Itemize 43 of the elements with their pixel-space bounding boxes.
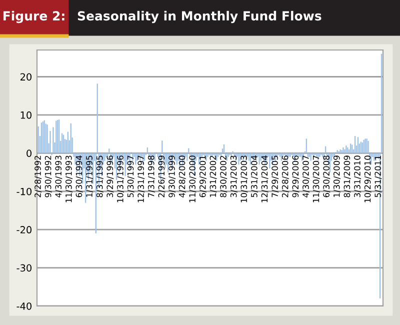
- y-tick-label: -40: [16, 302, 32, 310]
- y-tick-label: -10: [16, 188, 32, 196]
- x-tick-label: 8/31/2009: [344, 156, 351, 198]
- x-tick-label: 1/30/2009: [333, 156, 340, 197]
- x-tick-label: 1/31/1995: [86, 156, 94, 197]
- x-tick-label: 9/30/1999: [168, 156, 176, 198]
- y-tick-label: -30: [16, 264, 32, 272]
- x-tick-label: 6/30/1994: [76, 156, 83, 198]
- x-tick-label: 5/31/2011: [374, 156, 382, 198]
- x-tick-label: 6/30/2008: [323, 156, 330, 198]
- x-tick-label: 5/31/2004: [251, 156, 258, 198]
- x-tick-label: 3/31/2003: [230, 156, 238, 198]
- x-tick-label: 4/30/1993: [55, 156, 62, 198]
- x-tick-label: 10/31/1996: [117, 156, 124, 202]
- x-tick-label: 4/28/2000: [178, 156, 186, 198]
- x-tick-label: 8/30/2002: [220, 156, 228, 198]
- y-tick-label: 20: [20, 73, 32, 81]
- x-tick-label: 3/31/2010: [354, 156, 362, 198]
- y-tick-label: 10: [20, 111, 32, 119]
- x-tick-label: 3/29/1996: [106, 156, 114, 198]
- x-tick-label: 5/30/1997: [127, 156, 134, 198]
- caption: Figure 2:: [3, 10, 64, 24]
- x-tick-label: 11/30/1993: [66, 156, 72, 202]
- y-tick-label: 0: [26, 150, 32, 157]
- x-tick-label: 10/31/2003: [240, 156, 248, 202]
- x-tick-label: 11/30/2007: [312, 156, 320, 202]
- x-tick-label: 2/26/1999: [158, 156, 166, 198]
- x-tick-label: 12/31/2004: [261, 156, 268, 202]
- x-tick-label: 6/29/2001: [199, 156, 206, 198]
- y-tick-label: -20: [16, 226, 32, 234]
- x-tick-label: 9/29/2006: [292, 156, 300, 198]
- x-tick-label: 8/31/1995: [96, 156, 104, 198]
- x-tick-label: 11/30/2000: [189, 156, 196, 202]
- x-tick-label: 1/31/2002: [210, 156, 217, 197]
- x-tick-label: 10/29/2010: [364, 156, 372, 202]
- x-tick-label: 2/28/1992: [34, 156, 42, 198]
- x-tick-label: 9/30/1992: [44, 156, 52, 198]
- x-tick-label: 4/30/2007: [302, 156, 310, 198]
- x-tick-label: 12/31/1997: [138, 156, 145, 202]
- x-tick-label: 7/31/1998: [148, 156, 155, 198]
- x-tick-label: 2/28/2006: [282, 156, 289, 198]
- x-tick-label: 7/29/2005: [272, 156, 279, 198]
- chart-title: Seasonality in Monthly Fund Flows: [78, 10, 322, 24]
